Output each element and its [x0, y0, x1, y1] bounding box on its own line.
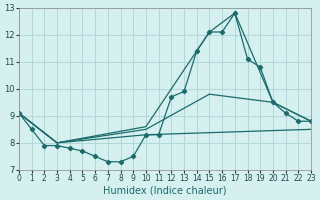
- X-axis label: Humidex (Indice chaleur): Humidex (Indice chaleur): [103, 186, 227, 196]
